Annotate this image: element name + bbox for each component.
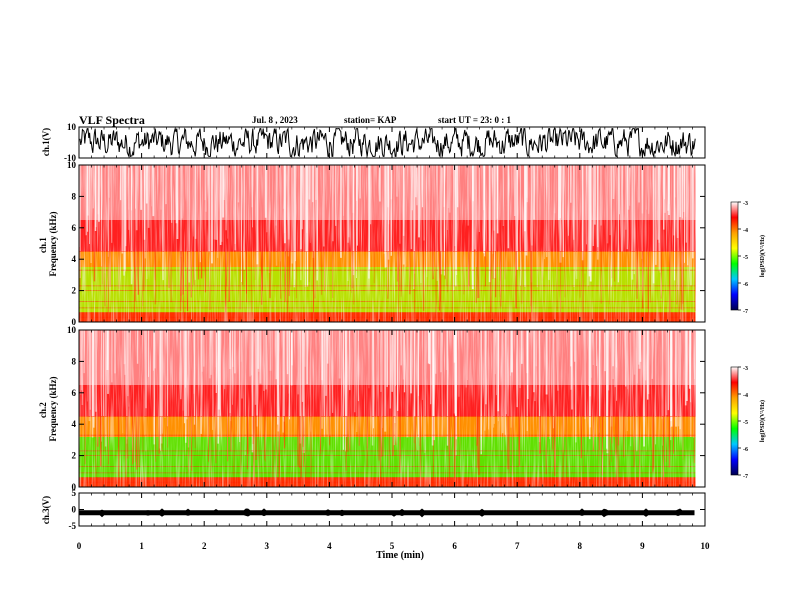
- ch3-y-ticks: 5 0 -5: [69, 488, 705, 531]
- colorbar-tick-label: -4: [743, 228, 748, 234]
- ch1-y-ticks: 10 -10: [64, 122, 705, 163]
- ch1-spec-ylabel-line1: ch.1: [38, 237, 48, 253]
- ch2-spec-ylabel-line2: Frequency (kHz): [48, 376, 58, 441]
- x-tick-label: 4: [327, 541, 332, 551]
- start-time-label: start UT = 23: 0 : 1: [438, 115, 511, 125]
- x-tick-label: 8: [578, 541, 583, 551]
- ch1-spectrogram-image: [79, 165, 696, 322]
- ch3-ylabel: ch.3(V): [41, 496, 51, 524]
- colorbar-scale: [730, 366, 739, 476]
- colorbar-tick-label: -3: [743, 201, 748, 207]
- colorbar-tick-label: -3: [743, 366, 748, 372]
- y-tick-label: 8: [72, 191, 77, 201]
- x-tick-label: 2: [202, 541, 207, 551]
- x-axis-ticks: [78, 127, 706, 526]
- colorbar-tick-label: -6: [743, 282, 748, 288]
- ch1-spec-ylabel: ch.1 Frequency (kHz): [38, 211, 58, 276]
- ch3-waveform-panel: 5 0 -5 ch.3(V): [41, 488, 706, 531]
- y-tick-label: 6: [72, 388, 77, 398]
- colorbar-scale: [730, 201, 739, 311]
- x-tick-label: 1: [139, 541, 144, 551]
- y-tick-label: 6: [72, 223, 77, 233]
- colorbar-tick-label: -4: [743, 393, 748, 399]
- y-tick-label: 8: [72, 356, 77, 366]
- ch1-spec-y-ticks: 0 2 4 6 8 10: [67, 160, 705, 327]
- x-tick-label: 10: [701, 541, 711, 551]
- colorbar-tick-label: -5: [743, 255, 748, 261]
- ch2-spec-y-ticks: 0 2 4 6 8 10: [67, 325, 705, 492]
- y-tick-label: 5: [72, 488, 77, 498]
- y-tick-label: 10: [67, 122, 77, 132]
- y-tick-label: -5: [69, 521, 77, 531]
- colorbar-tick-label: -5: [743, 420, 748, 426]
- ch1-spectrogram-panel: 0 2 4 6 8 10 ch.1 Frequency (kHz): [38, 160, 706, 327]
- x-tick-label: 3: [265, 541, 270, 551]
- y-tick-label: 4: [72, 419, 77, 429]
- ch1-colorbar: -3 -4 -5 -6 -7 log(PSD)(V²/Hz): [730, 201, 766, 315]
- y-tick-label: 0: [72, 505, 77, 515]
- colorbar-label: log(PSD)(V²/Hz): [759, 400, 766, 442]
- x-tick-label: 6: [452, 541, 457, 551]
- colorbar-tick-label: -7: [743, 474, 748, 480]
- y-tick-label: 2: [72, 286, 77, 296]
- colorbar-tick-label: -7: [743, 309, 748, 315]
- x-tick-label: 9: [640, 541, 645, 551]
- y-tick-label: 0: [72, 482, 77, 492]
- ch1-waveform-line: [79, 126, 696, 158]
- ch2-spec-ylabel: ch.2 Frequency (kHz): [38, 376, 58, 441]
- spectrogram-layer: [79, 165, 696, 322]
- date-label: Jul. 8 , 2023: [252, 115, 298, 125]
- ch2-spec-ylabel-line1: ch.2: [38, 402, 48, 418]
- x-axis-tick-labels: 0 1 2 3 4 5 6 7 8 9 10: [77, 541, 710, 551]
- y-tick-label: 0: [72, 317, 77, 327]
- x-axis-label: Time (min): [376, 550, 424, 561]
- ch1-ylabel: ch.1(V): [41, 128, 51, 156]
- x-tick-label: 5: [390, 541, 395, 551]
- ch1-waveform-panel: 10 -10 ch.1(V): [41, 122, 706, 163]
- colorbar-tick-label: -6: [743, 447, 748, 453]
- y-tick-label: 4: [72, 254, 77, 264]
- chart-title: VLF Spectra: [79, 113, 145, 127]
- x-tick-label: 0: [77, 541, 82, 551]
- ch2-spectrogram-image: [79, 330, 696, 487]
- ch2-colorbar: -3 -4 -5 -6 -7 log(PSD)(V²/Hz): [730, 366, 766, 480]
- spectrogram-noise: [79, 330, 696, 487]
- ch2-spectrogram-panel: 0 2 4 6 8 10 ch.2 Frequency (kHz): [38, 325, 706, 492]
- y-tick-label: 2: [72, 451, 77, 461]
- x-tick-label: 7: [515, 541, 520, 551]
- station-label: station= KAP: [344, 115, 397, 125]
- ch1-spec-ylabel-line2: Frequency (kHz): [48, 211, 58, 276]
- y-tick-label: -10: [64, 153, 76, 163]
- spectrogram-layer: [79, 330, 696, 487]
- y-tick-label: 10: [67, 160, 77, 170]
- colorbar-label: log(PSD)(V²/Hz): [759, 235, 766, 277]
- y-tick-label: 10: [67, 325, 77, 335]
- ch3-waveform-line: [79, 508, 695, 518]
- spectrogram-noise: [79, 165, 696, 322]
